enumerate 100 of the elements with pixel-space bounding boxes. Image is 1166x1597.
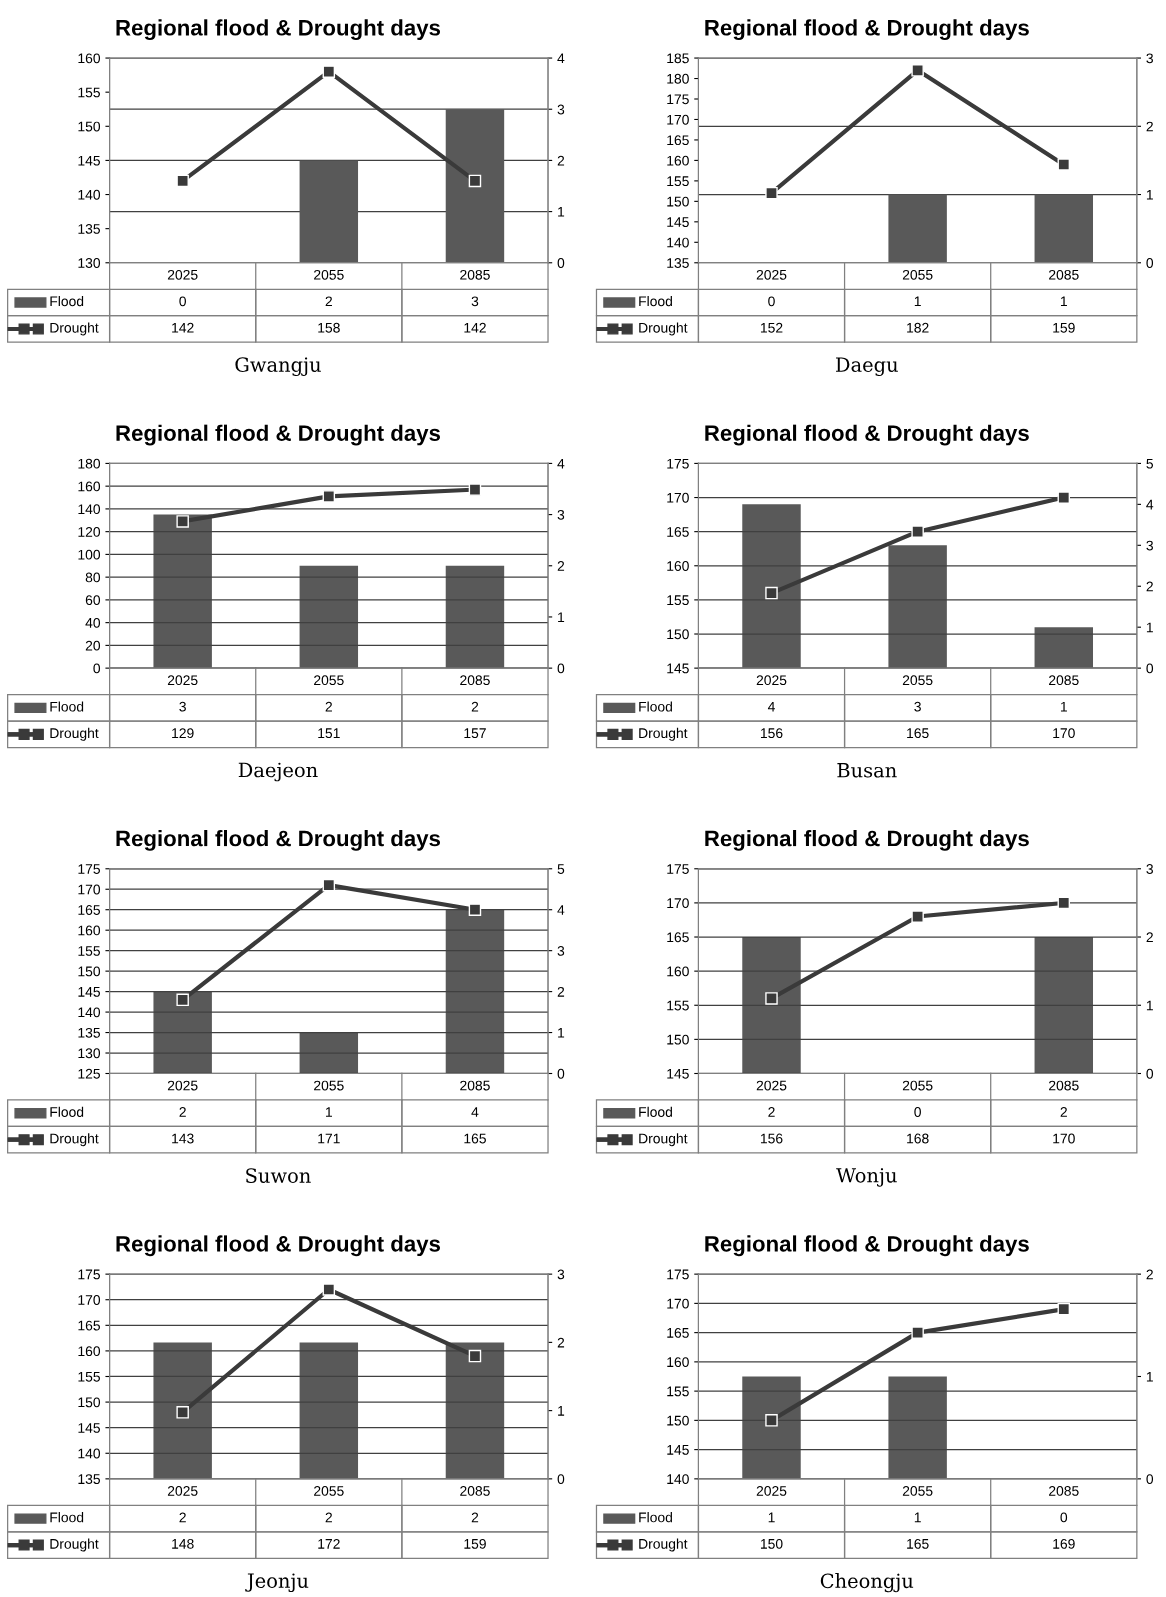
- y-tick-label: 160: [667, 561, 689, 571]
- data-label: 142: [172, 322, 194, 333]
- y-tick-label: 150: [78, 966, 101, 977]
- y-tick-label: 165: [667, 932, 689, 943]
- bar: [1034, 627, 1094, 669]
- data-label: 1: [1060, 296, 1067, 307]
- y-tick-label: 170: [78, 884, 101, 895]
- y-tick-label: 145: [78, 155, 100, 166]
- data-label: 159: [1053, 322, 1075, 333]
- legend-label: Drought: [639, 1538, 688, 1552]
- data-label: 2: [179, 1107, 186, 1117]
- x-tick-label: 2025: [756, 675, 787, 686]
- chart-title: Regional flood & Drought days: [116, 830, 441, 851]
- y2-tick-label: 5: [557, 864, 565, 874]
- y-tick-label: 175: [667, 1269, 689, 1280]
- text: Jeonju: [245, 1573, 309, 1593]
- data-label: 129: [172, 728, 194, 739]
- legend-label: Flood: [50, 701, 84, 712]
- y2-tick-label: 2: [557, 561, 565, 571]
- chart-title: Regional flood & Drought days: [705, 19, 1029, 41]
- y-tick-label: 170: [667, 114, 689, 125]
- y-tick-label: 140: [78, 504, 101, 515]
- point: [1057, 896, 1071, 910]
- legend-label: Flood: [639, 701, 672, 712]
- y-tick-label: 125: [78, 1068, 100, 1079]
- data-label: 3: [179, 701, 186, 712]
- legend-label: Flood: [639, 1106, 672, 1117]
- y2-tick-label: 0: [557, 258, 565, 268]
- y2-tick-label: 0: [1146, 1474, 1154, 1485]
- data-label: 171: [318, 1133, 340, 1144]
- y-tick-label: 160: [667, 155, 689, 166]
- point: [1057, 158, 1071, 171]
- y-tick-label: 165: [667, 526, 689, 537]
- legend-label: Flood: [50, 1512, 84, 1523]
- data-label: 157: [464, 728, 486, 739]
- point: [322, 1283, 336, 1296]
- y2-tick-label: 2: [557, 1337, 565, 1348]
- x-tick-label: 2085: [460, 1080, 490, 1091]
- data-label: 169: [1053, 1538, 1075, 1549]
- x-tick-label: 2085: [1049, 675, 1079, 686]
- x-tick-label: 2085: [460, 1485, 490, 1496]
- x-tick-label: 2085: [1049, 269, 1079, 280]
- y-tick-label: 165: [667, 1327, 689, 1338]
- x-tick-label: 2085: [460, 269, 490, 280]
- data-label: 156: [760, 1133, 783, 1144]
- x-tick-label: 2055: [314, 1485, 344, 1496]
- y-tick-label: 140: [78, 1007, 101, 1018]
- point: [468, 903, 482, 916]
- data-label: 2: [325, 701, 332, 712]
- y-tick-label: 150: [78, 1397, 101, 1408]
- y-tick-label: 175: [667, 94, 689, 105]
- data-label: 1: [914, 1512, 921, 1523]
- y2-tick-label: 1: [1146, 1000, 1153, 1011]
- y2-tick-label: 1: [1146, 1371, 1153, 1382]
- data-label: 170: [1053, 728, 1075, 739]
- legend-label: Drought: [639, 727, 688, 741]
- y-tick-label: 180: [667, 73, 689, 84]
- y-tick-label: 100: [78, 549, 101, 560]
- text: Daegu: [836, 357, 898, 376]
- y-tick-label: 140: [667, 237, 689, 248]
- text: Cheongju: [820, 1573, 914, 1593]
- point: [176, 993, 189, 1007]
- y-tick-label: 175: [78, 1269, 100, 1280]
- x-tick-label: 2055: [314, 1080, 344, 1091]
- bar: [888, 545, 947, 669]
- y-tick-label: 155: [667, 1000, 689, 1011]
- y-tick-label: 160: [78, 53, 101, 64]
- y2-tick-label: 3: [557, 509, 565, 520]
- y-tick-label: 135: [78, 223, 100, 234]
- y-tick-label: 150: [667, 196, 689, 207]
- y-tick-label: 140: [78, 1448, 101, 1459]
- x-tick-label: 2025: [756, 1080, 787, 1091]
- legend-label: Drought: [639, 322, 688, 336]
- x-tick-label: 2025: [167, 1080, 198, 1091]
- y2-tick-label: 2: [1146, 121, 1153, 132]
- legend-label: Drought: [50, 1133, 99, 1147]
- y-tick-label: 145: [667, 217, 689, 227]
- chart-title: Regional flood & Drought days: [705, 1235, 1029, 1257]
- y2-tick-label: 0: [557, 1068, 565, 1079]
- y-tick-label: 80: [85, 572, 101, 583]
- data-label: 0: [914, 1107, 921, 1117]
- y-tick-label: 135: [78, 1027, 100, 1038]
- data-label: 2: [768, 1107, 775, 1117]
- y2-tick-label: 1: [558, 612, 565, 622]
- chart-title: Regional flood & Drought days: [705, 424, 1029, 446]
- data-label: 182: [907, 322, 929, 333]
- y-tick-label: 185: [667, 53, 689, 64]
- y-tick-label: 165: [78, 1320, 100, 1331]
- point: [911, 1326, 924, 1339]
- legend-label: Flood: [50, 1106, 84, 1117]
- y-tick-label: 120: [78, 526, 101, 537]
- data-label: 159: [464, 1538, 486, 1549]
- point: [765, 586, 778, 600]
- point: [1057, 1302, 1071, 1316]
- y2-tick-label: 4: [557, 905, 565, 915]
- y-tick-label: 160: [667, 966, 689, 977]
- y2-tick-label: 0: [557, 1474, 565, 1485]
- y-tick-label: 145: [667, 1068, 689, 1079]
- y-tick-label: 155: [667, 176, 689, 187]
- y2-tick-label: 3: [1146, 864, 1153, 874]
